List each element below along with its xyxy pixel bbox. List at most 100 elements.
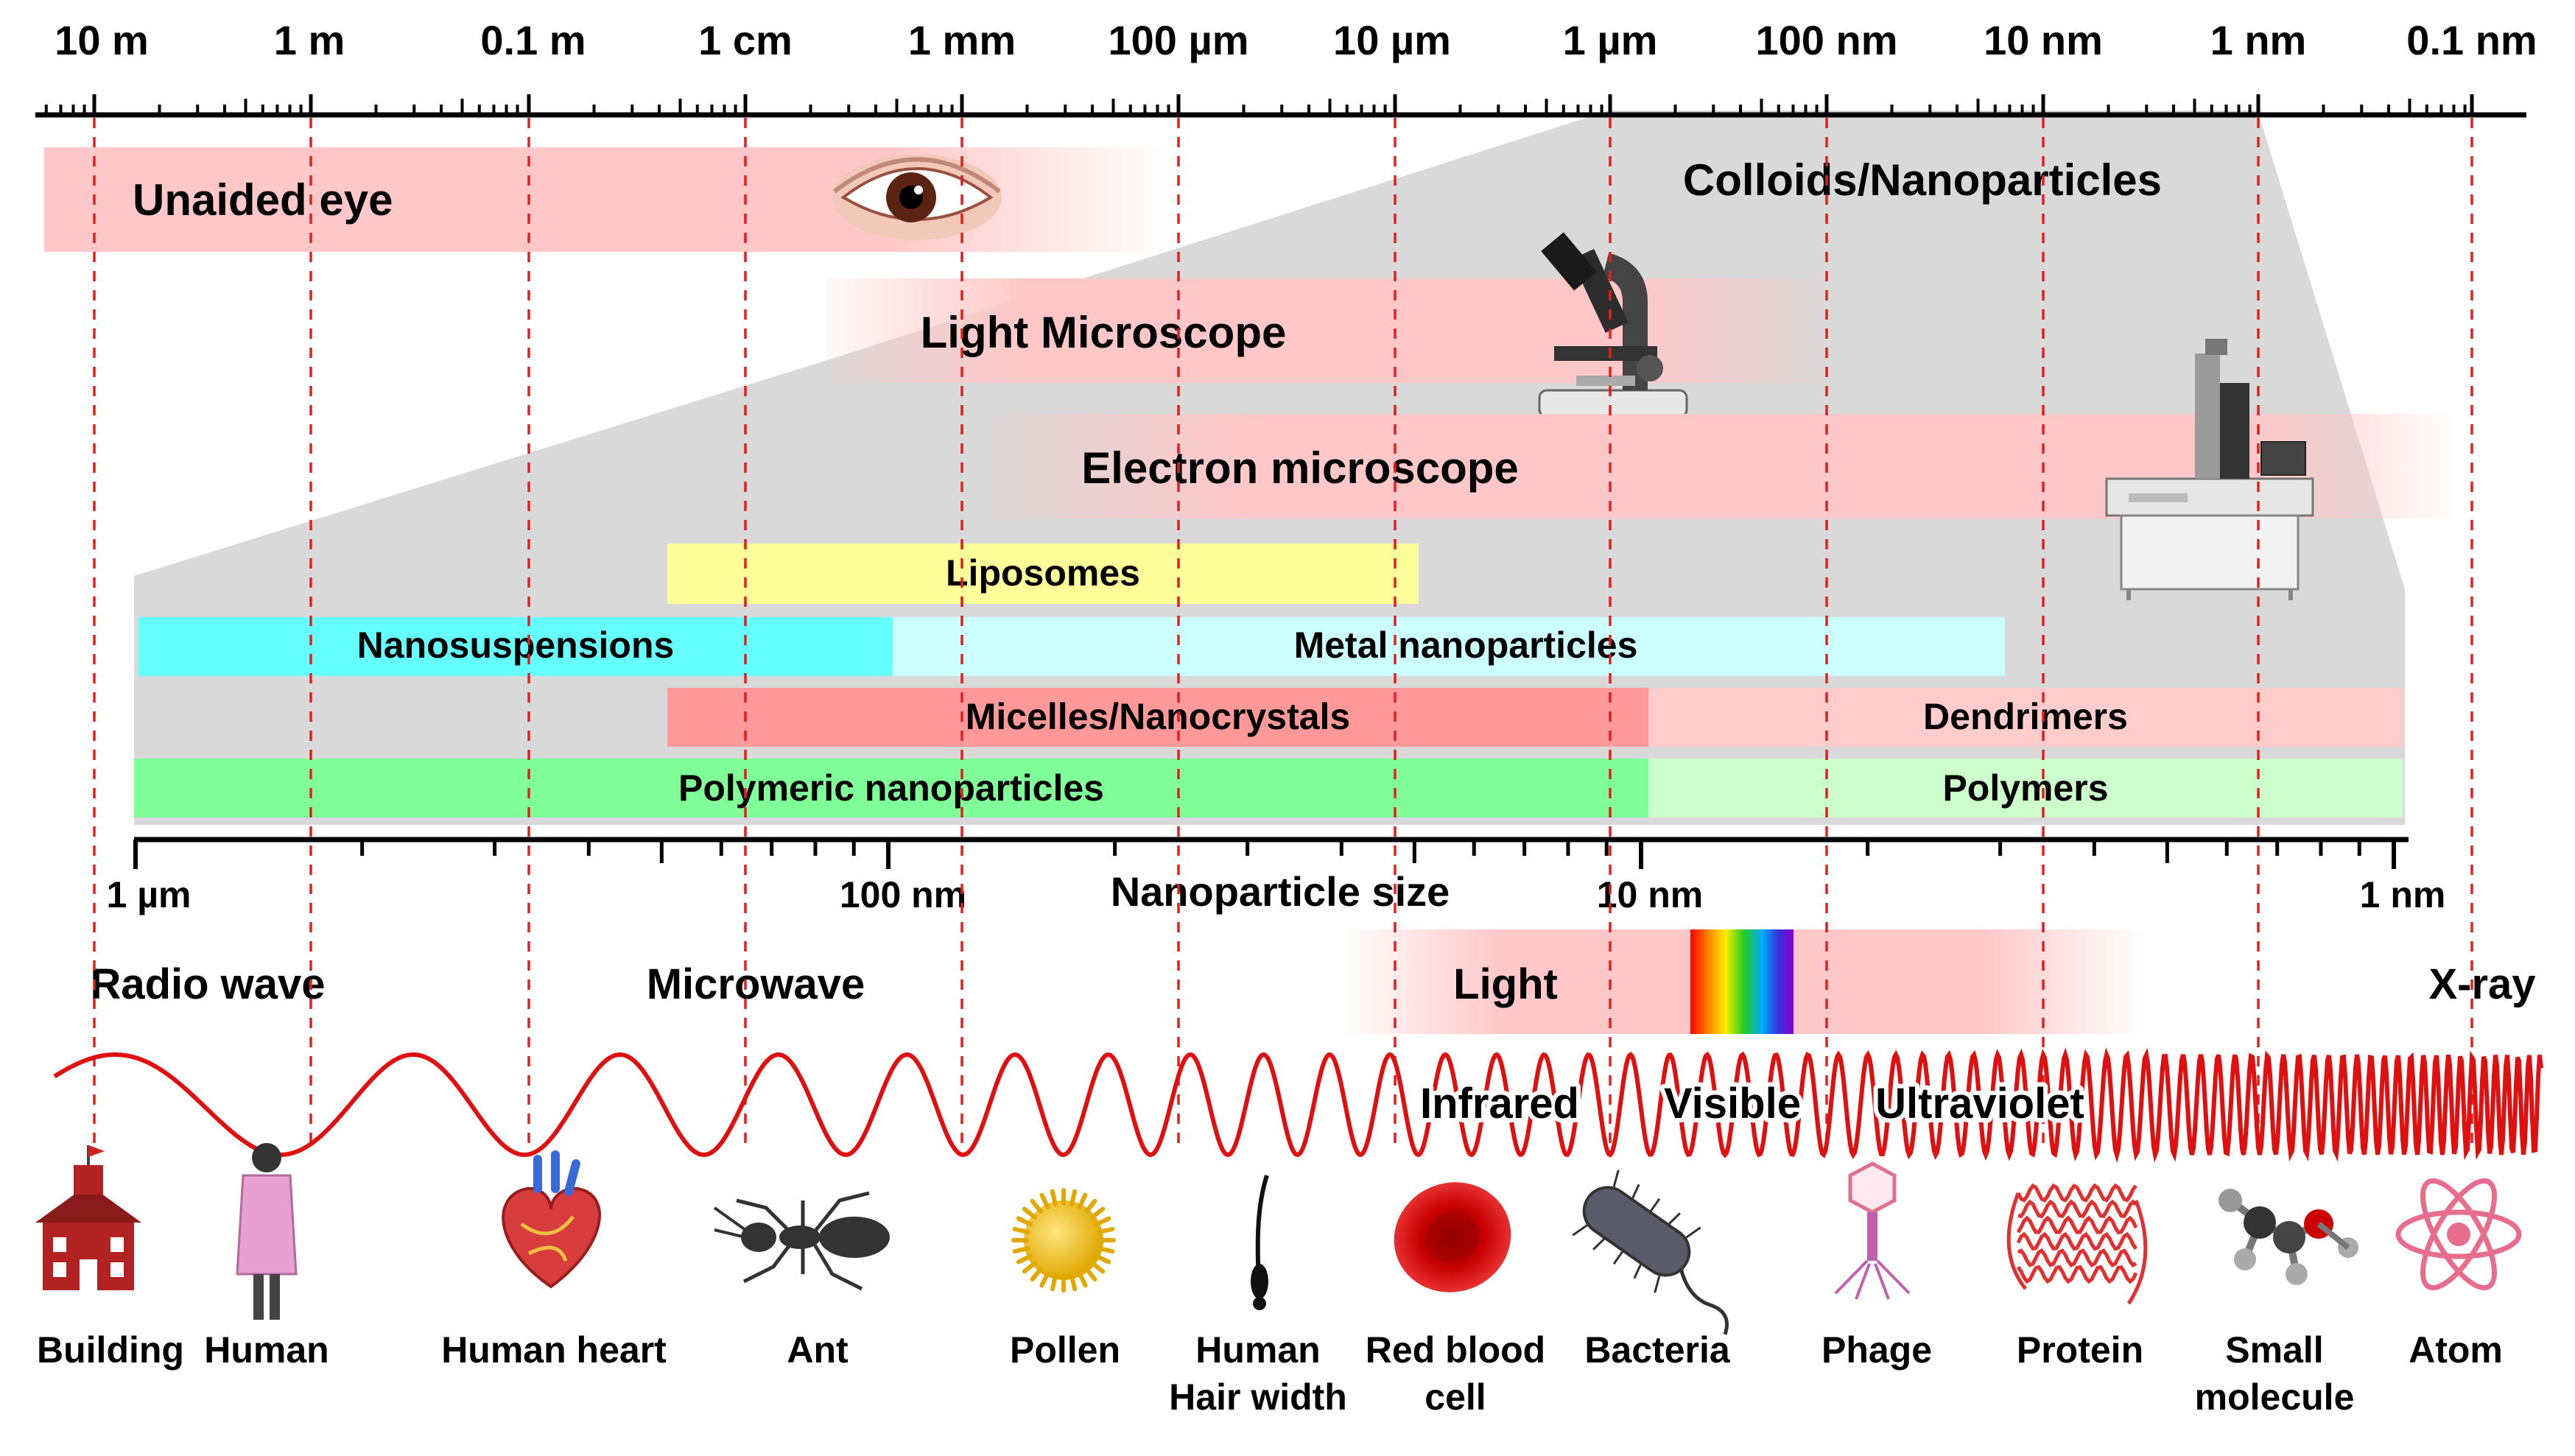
xray-label: X-ray bbox=[2428, 960, 2535, 1008]
top-label: 100 nm bbox=[1756, 17, 1898, 63]
object-label: Phage bbox=[1822, 1329, 1932, 1371]
top-label: 10 µm bbox=[1333, 17, 1451, 63]
top-label: 1 nm bbox=[2210, 17, 2307, 63]
top-label: 1 m bbox=[274, 17, 345, 63]
pollen-spike bbox=[1097, 1226, 1115, 1234]
protein-loop bbox=[2006, 1192, 2148, 1305]
bacteria-icon bbox=[1572, 1170, 1729, 1335]
light-label: Light bbox=[1453, 960, 1558, 1008]
top-axis-ticks bbox=[44, 94, 2474, 115]
polymers-bar bbox=[1648, 759, 2403, 817]
protein-strand bbox=[2017, 1248, 2137, 1268]
em-wave bbox=[53, 1047, 2543, 1164]
small-molecule-icon bbox=[2219, 1189, 2358, 1285]
human-hair-icon bbox=[1251, 1175, 1269, 1310]
object-label: Atom bbox=[2409, 1329, 2503, 1371]
object-label: Protein bbox=[2017, 1329, 2143, 1371]
protein-strand bbox=[2017, 1199, 2137, 1219]
pollen-spike bbox=[1050, 1273, 1058, 1292]
object-label: Pollen bbox=[1010, 1329, 1120, 1371]
nano-label: 1 nm bbox=[2360, 874, 2446, 915]
unaided-eye-label: Unaided eye bbox=[133, 175, 393, 225]
visible-spectrum-bar bbox=[1690, 929, 1794, 1034]
pollen-icon bbox=[1011, 1188, 1116, 1293]
pollen-spike bbox=[1016, 1216, 1033, 1227]
pollen-spike bbox=[1022, 1261, 1037, 1274]
top-label: 0.1 nm bbox=[2406, 17, 2537, 63]
pollen-spike bbox=[1097, 1246, 1115, 1254]
pollen-spike bbox=[1012, 1246, 1030, 1254]
dendrimers-label: Dendrimers bbox=[1923, 696, 2128, 737]
nano-axis-title: Nanoparticle size bbox=[1111, 868, 1450, 915]
radio-wave-label: Radio wave bbox=[90, 960, 325, 1008]
pollen-spike bbox=[1016, 1253, 1033, 1265]
protein-strand bbox=[2016, 1231, 2138, 1251]
top-label: 10 m bbox=[55, 17, 149, 63]
protein-strand bbox=[2016, 1183, 2137, 1203]
pollen-spike bbox=[1069, 1189, 1078, 1207]
eye-icon bbox=[832, 155, 1002, 240]
micelles-label: Micelles/Nanocrystals bbox=[966, 696, 1351, 737]
ant-icon bbox=[713, 1191, 890, 1291]
pollen-spike bbox=[1084, 1267, 1097, 1282]
electron-microscope-label: Electron microscope bbox=[1081, 443, 1519, 493]
dendrimers-bar bbox=[1648, 688, 2403, 747]
pollen-spike bbox=[1090, 1206, 1106, 1220]
nano-label: 100 nm bbox=[840, 874, 966, 915]
protein-icon bbox=[2006, 1183, 2148, 1305]
phage-icon bbox=[1834, 1161, 1911, 1300]
pollen-spike bbox=[1039, 1271, 1050, 1288]
pollen-spike bbox=[1095, 1216, 1111, 1227]
object-label: cell bbox=[1424, 1376, 1486, 1418]
nano-label: 10 nm bbox=[1597, 874, 1704, 915]
pollen-spike bbox=[1050, 1189, 1058, 1207]
object-label: Human bbox=[1195, 1329, 1320, 1371]
human-icon bbox=[236, 1143, 298, 1320]
protein-strand bbox=[2016, 1265, 2138, 1284]
pollen-spike bbox=[1039, 1192, 1050, 1209]
object-label: Small bbox=[2225, 1329, 2323, 1371]
nanosuspensions-label: Nanosuspensions bbox=[357, 625, 675, 666]
metal-nanoparticles-label: Metal nanoparticles bbox=[1294, 625, 1638, 666]
ultraviolet-label: Ultraviolet bbox=[1875, 1080, 2084, 1128]
liposomes-bar bbox=[667, 544, 1419, 604]
electron-microscope-icon bbox=[2105, 339, 2314, 600]
micelles-bar bbox=[667, 688, 1648, 747]
nano-axis-labels: 1 µm 100 nm 10 nm 1 nm bbox=[107, 874, 2446, 915]
infrared-label: Infrared bbox=[1420, 1080, 1579, 1128]
object-label: Human bbox=[204, 1329, 329, 1371]
pollen-spike bbox=[1069, 1273, 1078, 1292]
pollen-spike bbox=[1077, 1271, 1088, 1288]
pollen-spike bbox=[1030, 1198, 1043, 1214]
atom-icon bbox=[2395, 1178, 2522, 1291]
top-label: 10 nm bbox=[1984, 17, 2103, 63]
liposomes-label: Liposomes bbox=[946, 552, 1140, 594]
object-label: Bacteria bbox=[1584, 1329, 1731, 1371]
top-label: 1 µm bbox=[1563, 17, 1658, 63]
nanosuspensions-bar bbox=[138, 617, 893, 676]
metal-nanoparticles-bar bbox=[893, 617, 2005, 676]
colloids-label: Colloids/Nanoparticles bbox=[1683, 155, 2162, 205]
top-label: 1 mm bbox=[908, 17, 1016, 63]
pollen-spike bbox=[1077, 1192, 1088, 1209]
nano-axis-ticks bbox=[133, 840, 2396, 869]
pollen-spike bbox=[1084, 1198, 1097, 1214]
pollen-spike bbox=[1090, 1261, 1106, 1274]
pollen-spike bbox=[1030, 1267, 1043, 1282]
light-microscope-label: Light Microscope bbox=[921, 308, 1287, 357]
nano-label: 1 µm bbox=[107, 874, 192, 915]
visible-label: Visible bbox=[1664, 1080, 1801, 1128]
object-label: Hair width bbox=[1169, 1376, 1347, 1418]
object-label: Human heart bbox=[441, 1329, 667, 1371]
top-label: 0.1 m bbox=[480, 17, 586, 63]
pollen-spike bbox=[1095, 1253, 1111, 1265]
pollen-spike bbox=[1012, 1226, 1030, 1234]
building-icon bbox=[35, 1145, 141, 1290]
top-label: 1 cm bbox=[698, 17, 793, 63]
top-label: 100 µm bbox=[1108, 17, 1248, 63]
red-blood-cell-icon bbox=[1394, 1182, 1511, 1293]
light-microscope-icon bbox=[1538, 232, 1688, 418]
object-label: Red blood bbox=[1366, 1329, 1545, 1371]
top-axis-labels: 10 m 1 m 0.1 m 1 cm 1 mm 100 µm 10 µm 1 … bbox=[55, 17, 2537, 63]
